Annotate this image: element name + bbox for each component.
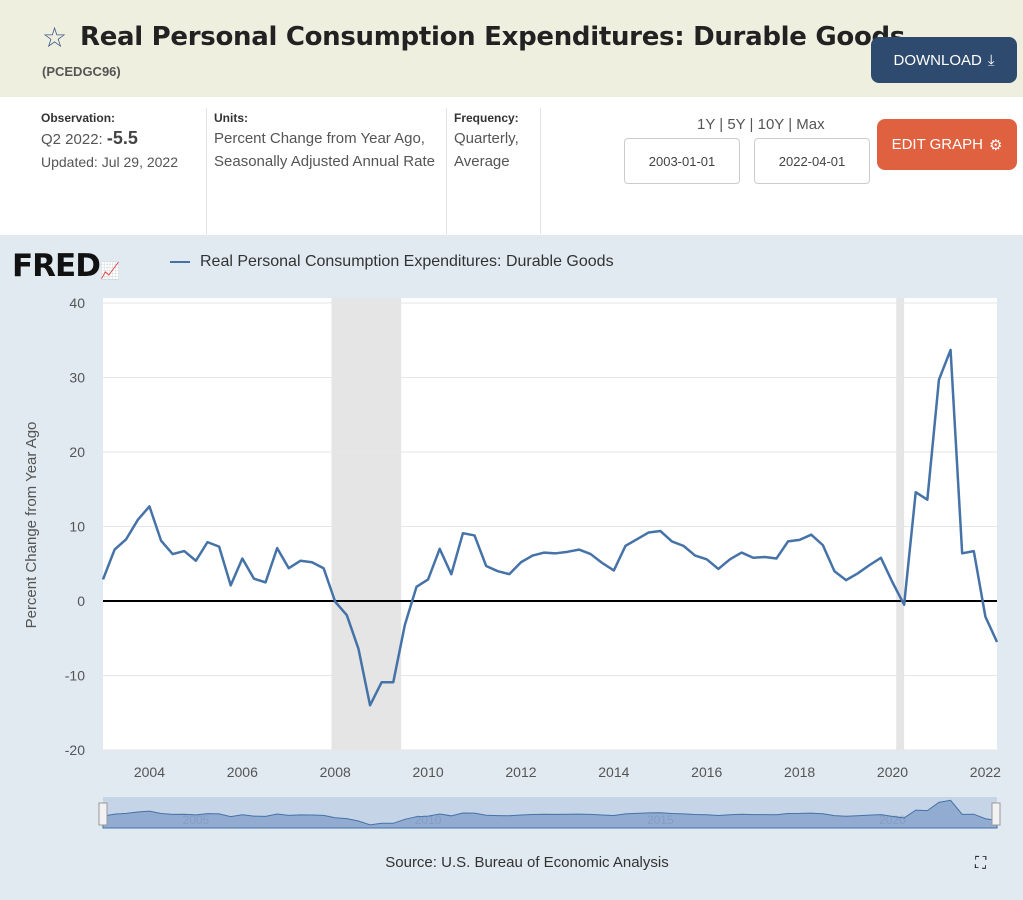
page-title: Real Personal Consumption Expenditures: … [80, 22, 905, 52]
x-tick-label: 2018 [784, 764, 815, 780]
plot-background [103, 298, 997, 750]
frequency-value: Quarterly, Average [454, 130, 519, 170]
observation-period: Q2 2022: [41, 131, 103, 148]
divider [206, 108, 207, 234]
range-max[interactable]: Max [796, 116, 825, 133]
y-axis-label: Percent Change from Year Ago [23, 422, 40, 629]
divider [446, 108, 447, 234]
x-tick-label: 2016 [691, 764, 722, 780]
favorite-star-icon[interactable]: ☆ [42, 22, 68, 53]
x-tick-label: 2022 [970, 764, 1001, 780]
edit-graph-button[interactable]: EDIT GRAPH ⚙ [877, 119, 1017, 170]
download-icon: ⤓ [987, 51, 995, 69]
navigator-series [102, 799, 998, 829]
recession-band [331, 298, 402, 750]
units-label: Units: [214, 111, 248, 125]
series-line[interactable] [101, 348, 999, 707]
recession-band [896, 298, 905, 750]
y-tick-label: 10 [69, 519, 85, 535]
observation-label: Observation: [41, 111, 116, 125]
range-selector: 1Y | 5Y | 10Y | Max [697, 116, 825, 133]
range-5y[interactable]: 5Y [727, 116, 746, 133]
download-button[interactable]: DOWNLOAD ⤓ [871, 37, 1017, 83]
legend-swatch [170, 261, 190, 263]
y-tick-label: 30 [69, 370, 85, 386]
observation-value: -5.5 [106, 128, 138, 148]
legend-label: Real Personal Consumption Expenditures: … [200, 253, 614, 270]
series-id: (PCEDGC96) [42, 64, 121, 79]
updated-date: Updated: Jul 29, 2022 [41, 154, 178, 170]
y-tick-label: 20 [69, 444, 85, 460]
observation-block: Observation: Q2 2022: -5.5 Updated: Jul … [41, 97, 201, 235]
x-tick-label: 2012 [505, 764, 536, 780]
fred-logo-chart-icon: 📈 [99, 261, 120, 280]
y-tick-label: -10 [65, 668, 85, 684]
source-note: Source: U.S. Bureau of Economic Analysis [385, 854, 669, 871]
edit-graph-label: EDIT GRAPH [891, 136, 983, 153]
gear-icon: ⚙ [988, 136, 1003, 154]
fullscreen-icon[interactable]: ⛶ [975, 855, 987, 872]
x-tick-label: 2020 [877, 764, 908, 780]
navigator-left-handle[interactable] [98, 802, 108, 826]
units-block: Units: Percent Change from Year Ago, Sea… [214, 97, 439, 235]
y-tick-label: 0 [77, 593, 85, 609]
units-value: Percent Change from Year Ago, Seasonally… [214, 130, 435, 170]
range-10y[interactable]: 10Y [757, 116, 785, 133]
frequency-block: Frequency: Quarterly, Average [454, 97, 539, 235]
frequency-label: Frequency: [454, 111, 519, 125]
x-tick-label: 2004 [134, 764, 165, 780]
y-tick-label: 40 [69, 295, 85, 311]
start-date-input[interactable]: 2003-01-01 [624, 138, 740, 184]
navigator-right-handle[interactable] [991, 802, 1001, 826]
fred-logo: FRED📈 [12, 248, 120, 284]
divider [540, 108, 541, 234]
download-label: DOWNLOAD [893, 51, 982, 69]
x-tick-label: 2006 [227, 764, 258, 780]
x-tick-label: 2014 [598, 764, 629, 780]
x-tick-label: 2008 [320, 764, 351, 780]
end-date-input[interactable]: 2022-04-01 [754, 138, 870, 184]
range-1y[interactable]: 1Y [697, 116, 716, 133]
header: ☆ Real Personal Consumption Expenditures… [0, 0, 1023, 97]
legend[interactable]: Real Personal Consumption Expenditures: … [170, 253, 614, 271]
x-tick-label: 2010 [413, 764, 444, 780]
y-tick-label: -20 [65, 742, 85, 758]
